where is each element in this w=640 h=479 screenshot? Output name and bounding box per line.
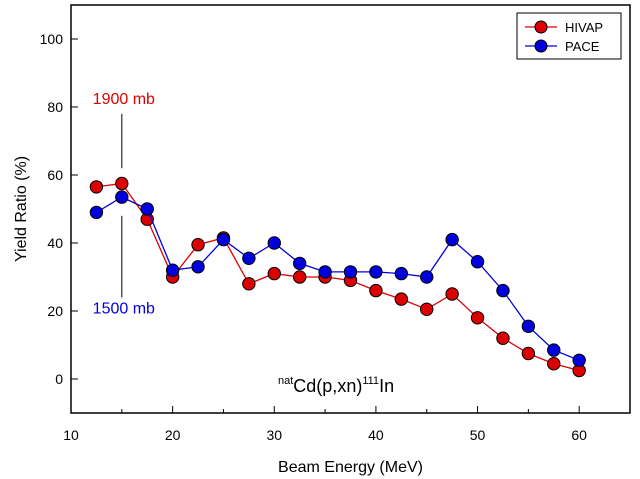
- x-tick-label: 20: [165, 427, 181, 443]
- y-tick-label: 0: [55, 371, 63, 387]
- reaction-label: natCd(p,xn)111In: [278, 375, 394, 396]
- data-point-pace: [165, 263, 180, 277]
- y-axis-title: Yield Ratio (%): [13, 156, 30, 262]
- data-point-pace: [115, 190, 129, 204]
- data-point-pace: [140, 202, 154, 216]
- data-point-pace: [191, 260, 205, 274]
- data-point-pace: [89, 205, 104, 220]
- data-point-pace: [394, 266, 409, 281]
- data-point-hivap: [420, 302, 434, 316]
- x-tick-label: 10: [63, 427, 79, 443]
- data-point-pace: [267, 236, 281, 250]
- x-axis-title: Beam Energy (MeV): [278, 459, 423, 476]
- y-tick-label: 40: [47, 235, 63, 251]
- data-point-pace: [445, 232, 459, 247]
- legend-label-hivap: HIVAP: [565, 20, 603, 35]
- annotation-1900mb: 1900 mb: [93, 91, 155, 108]
- svg-text:natCd(p,xn)111In: natCd(p,xn)111In: [278, 375, 394, 396]
- axes: 10 20 30 40 50 60 0 20 40 60 80 100: [40, 4, 631, 443]
- series-pace: [89, 190, 586, 367]
- data-point-hivap: [242, 277, 256, 291]
- reaction-base: Cd(p,xn): [293, 376, 362, 396]
- data-point-hivap: [89, 180, 104, 194]
- y-tick-label: 20: [47, 303, 63, 319]
- reaction-sup-nat: nat: [278, 375, 293, 387]
- annotations: 1900 mb 1500 mb: [93, 91, 155, 318]
- annotation-1500mb: 1500 mb: [93, 300, 155, 317]
- legend-label-pace: PACE: [565, 39, 600, 54]
- data-point-pace: [572, 353, 586, 367]
- data-point-pace: [343, 265, 358, 279]
- data-point-pace: [420, 270, 434, 284]
- data-point-pace: [470, 255, 485, 269]
- data-point-hivap: [394, 292, 409, 306]
- legend-box: [516, 12, 622, 60]
- reaction-tail: In: [379, 376, 394, 396]
- x-tick-label: 60: [571, 427, 587, 443]
- legend-marker-pace: [534, 39, 548, 53]
- data-point-pace: [521, 319, 536, 333]
- plot-frame: [70, 4, 631, 414]
- y-tick-label: 60: [47, 167, 63, 183]
- data-point-hivap: [470, 311, 485, 325]
- data-point-pace: [292, 256, 307, 271]
- legend: HIVAP PACE: [516, 12, 622, 60]
- data-point-pace: [216, 232, 231, 247]
- data-point-pace: [547, 343, 561, 357]
- reaction-sup-111: 111: [362, 375, 379, 387]
- data-point-pace: [369, 265, 383, 279]
- data-point-hivap: [369, 283, 383, 298]
- series-hivap: [89, 176, 586, 378]
- x-tick-label: 30: [266, 427, 282, 443]
- data-point-pace: [496, 283, 510, 298]
- y-tick-label: 80: [47, 99, 63, 115]
- data-point-hivap: [115, 176, 129, 191]
- data-point-hivap: [267, 266, 281, 281]
- series-layer: [89, 176, 586, 378]
- data-point-pace: [318, 265, 332, 279]
- data-point-hivap: [547, 357, 561, 371]
- y-tick-label: 100: [40, 31, 64, 47]
- data-point-hivap: [292, 270, 307, 284]
- legend-marker-hivap: [534, 20, 548, 34]
- data-point-hivap: [496, 331, 510, 345]
- data-point-hivap: [445, 287, 459, 301]
- data-point-hivap: [191, 238, 205, 252]
- data-point-pace: [242, 251, 256, 265]
- x-tick-label: 40: [368, 427, 384, 443]
- data-point-hivap: [521, 346, 536, 361]
- x-tick-label: 50: [470, 427, 486, 443]
